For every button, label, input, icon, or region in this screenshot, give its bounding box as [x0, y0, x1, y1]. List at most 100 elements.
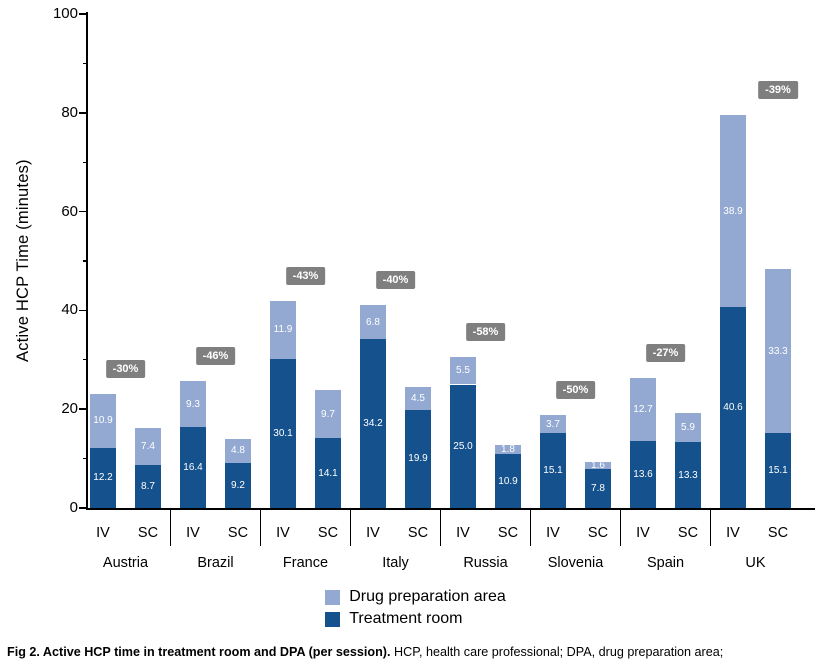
- country-label: Austria: [102, 555, 149, 571]
- country-label: UK: [745, 555, 766, 571]
- percent-change-annotation: -46%: [195, 347, 236, 366]
- drug-prep-area-segment: 3.7: [540, 415, 566, 434]
- y-major-tick: [79, 13, 88, 15]
- drug-prep-area-segment: 5.9: [675, 413, 701, 443]
- group-separator: [439, 508, 441, 546]
- y-minor-tick: [83, 359, 88, 361]
- legend-items: Drug preparation area Treatment room: [325, 588, 506, 628]
- treatment-room-segment: 15.1: [540, 433, 566, 508]
- bar-route-label: SC: [677, 525, 699, 541]
- treatment-room-segment: 13.3: [675, 442, 701, 508]
- y-tick-label: 40: [61, 301, 78, 319]
- bar-route-label: IV: [636, 525, 650, 541]
- legend-swatch-drug-preparation-area: [325, 589, 341, 605]
- drug-prep-area-segment: 9.3: [180, 381, 206, 427]
- bar-route-label: SC: [137, 525, 159, 541]
- country-label: Slovenia: [547, 555, 604, 571]
- treatment-room-segment: 7.8: [585, 469, 611, 508]
- y-major-tick: [79, 309, 88, 312]
- y-major-tick: [79, 507, 88, 509]
- drug-prep-area-segment: 6.8: [360, 305, 386, 340]
- treatment-room-segment: 8.7: [135, 465, 161, 508]
- y-tick-label: 20: [61, 400, 78, 418]
- treatment-room-segment: 25.0: [450, 384, 476, 508]
- y-tick-label: 60: [61, 202, 78, 220]
- caption-text: HCP, health care professional; DPA, drug…: [394, 645, 724, 659]
- drug-prep-area-segment: 1.8: [495, 444, 521, 455]
- group-separator: [259, 508, 261, 546]
- bar-route-label: IV: [726, 525, 740, 541]
- treatment-room-segment: 16.4: [180, 426, 206, 508]
- drug-prep-area-segment: 33.3: [765, 268, 791, 434]
- bar-route-label: SC: [767, 525, 789, 541]
- y-major-tick: [79, 408, 88, 410]
- x-axis-line: [86, 508, 815, 510]
- group-separator: [169, 508, 171, 546]
- group-separator: [709, 508, 711, 546]
- drug-prep-area-segment: 10.9: [90, 393, 116, 448]
- figure-caption: Fig 2. Active HCP time in treatment room…: [7, 645, 827, 659]
- country-label: Italy: [382, 555, 409, 571]
- bar-route-label: SC: [497, 525, 519, 541]
- group-separator: [529, 508, 531, 546]
- drug-prep-area-segment: 11.9: [270, 300, 296, 360]
- bar-route-label: IV: [186, 525, 200, 541]
- y-axis-title: Active HCP Time (minutes): [14, 159, 32, 363]
- legend: Drug preparation area Treatment room: [0, 588, 831, 628]
- bar-route-label: IV: [366, 525, 380, 541]
- y-major-tick: [79, 210, 88, 213]
- treatment-room-segment: 14.1: [315, 438, 341, 508]
- treatment-room-segment: 12.2: [90, 447, 116, 508]
- drug-prep-area-segment: 9.7: [315, 390, 341, 439]
- y-minor-tick: [83, 260, 88, 262]
- drug-prep-area-segment: 5.5: [450, 357, 476, 385]
- bar-route-label: SC: [227, 525, 249, 541]
- drug-prep-area-segment: 4.8: [225, 438, 251, 463]
- y-minor-tick: [83, 161, 88, 163]
- drug-prep-area-segment: 4.5: [405, 387, 431, 410]
- legend-label-drug-preparation-area: Drug preparation area: [349, 588, 506, 605]
- treatment-room-segment: 13.6: [630, 440, 656, 508]
- drug-prep-area-segment: 12.7: [630, 378, 656, 441]
- group-separator: [619, 508, 621, 546]
- legend-item-treatment-room: Treatment room: [325, 610, 506, 628]
- treatment-room-segment: 9.2: [225, 462, 251, 508]
- percent-change-annotation: -39%: [758, 81, 798, 100]
- bar-route-label: IV: [96, 525, 110, 541]
- bar-route-label: SC: [407, 525, 429, 541]
- y-tick-label: 0: [69, 499, 78, 516]
- group-separator: [349, 508, 351, 546]
- legend-item-drug-preparation-area: Drug preparation area: [325, 588, 506, 606]
- percent-change-annotation: -50%: [555, 381, 596, 400]
- legend-swatch-treatment-room: [325, 611, 341, 627]
- treatment-room-segment: 34.2: [360, 339, 386, 508]
- bar-route-label: IV: [276, 525, 290, 541]
- percent-change-annotation: -30%: [105, 359, 146, 378]
- drug-prep-area-segment: 38.9: [720, 115, 746, 308]
- percent-change-annotation: -58%: [465, 323, 506, 342]
- bar-route-label: IV: [546, 525, 560, 541]
- y-tick-label: 80: [61, 103, 78, 121]
- y-minor-tick: [83, 62, 88, 64]
- treatment-room-segment: 19.9: [405, 409, 431, 508]
- country-label: Russia: [463, 555, 508, 571]
- percent-change-annotation: -43%: [285, 266, 326, 285]
- treatment-room-segment: 30.1: [270, 359, 296, 508]
- country-label: Spain: [646, 555, 685, 571]
- treatment-room-segment: 10.9: [495, 454, 521, 508]
- drug-prep-area-segment: 1.6: [585, 460, 611, 471]
- bar-route-label: SC: [317, 525, 339, 541]
- y-major-tick: [79, 112, 88, 114]
- bar-route-label: SC: [587, 525, 609, 541]
- y-tick-label: 100: [52, 5, 78, 22]
- legend-label-treatment-room: Treatment room: [349, 610, 463, 627]
- percent-change-annotation: -27%: [645, 344, 686, 363]
- treatment-room-segment: 40.6: [720, 307, 746, 508]
- y-minor-tick: [83, 458, 88, 460]
- caption-title: Fig 2. Active HCP time in treatment room…: [7, 645, 391, 659]
- drug-prep-area-segment: 7.4: [135, 428, 161, 465]
- bar-route-label: IV: [456, 525, 470, 541]
- country-label: France: [282, 555, 329, 571]
- percent-change-annotation: -40%: [375, 271, 416, 290]
